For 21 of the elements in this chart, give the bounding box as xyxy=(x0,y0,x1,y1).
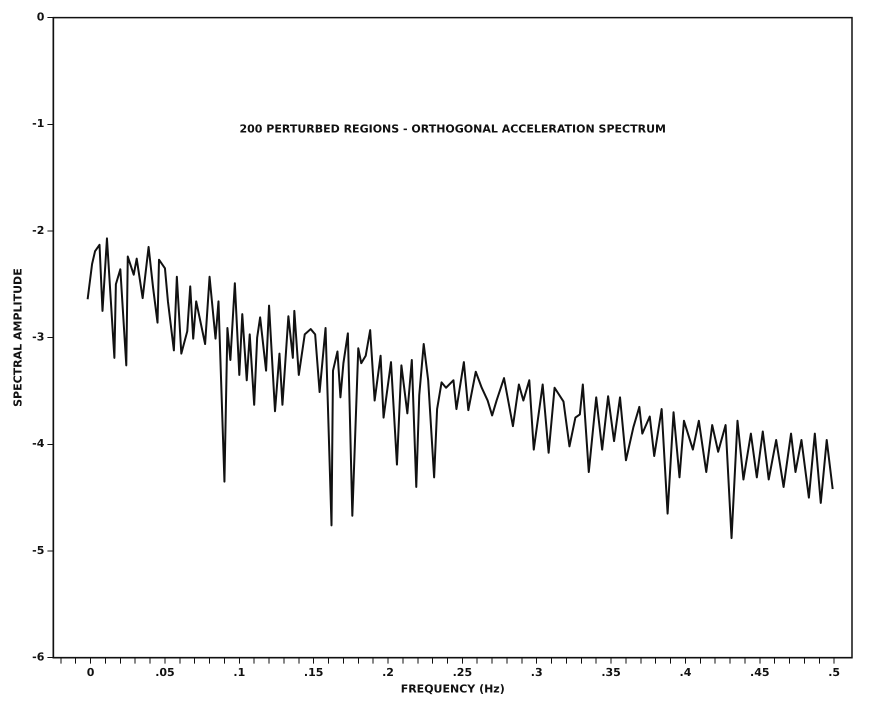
x-tick-label: .35 xyxy=(601,666,621,680)
x-axis-title: FREQUENCY (Hz) xyxy=(400,682,505,696)
x-tick-label: 0 xyxy=(86,666,95,680)
y-tick-label: -3 xyxy=(32,330,44,344)
x-tick-label: .45 xyxy=(750,666,770,680)
y-tick-label: -6 xyxy=(32,650,45,664)
x-tick-label: .15 xyxy=(304,666,324,680)
y-axis-title: SPECTRAL AMPLITUDE xyxy=(11,268,24,407)
y-tick-label: 0 xyxy=(36,10,45,24)
x-tick-label: .5 xyxy=(828,666,840,680)
x-tick-label: .2 xyxy=(382,666,394,680)
x-tick-label: .05 xyxy=(155,666,175,680)
y-tick-label: -1 xyxy=(32,117,44,130)
x-tick-label: .3 xyxy=(530,666,543,680)
y-tick-label: -5 xyxy=(32,544,44,557)
y-tick-label: -4 xyxy=(32,437,45,450)
x-tick-label: .1 xyxy=(233,666,246,680)
text: 200 PERTURBED REGIONS - ORTHOGONAL ACCELERATION SPECTRUM xyxy=(239,122,666,136)
y-tick-label: -2 xyxy=(32,224,44,237)
x-tick-label: .25 xyxy=(452,666,472,680)
x-tick-label: .4 xyxy=(680,666,692,680)
